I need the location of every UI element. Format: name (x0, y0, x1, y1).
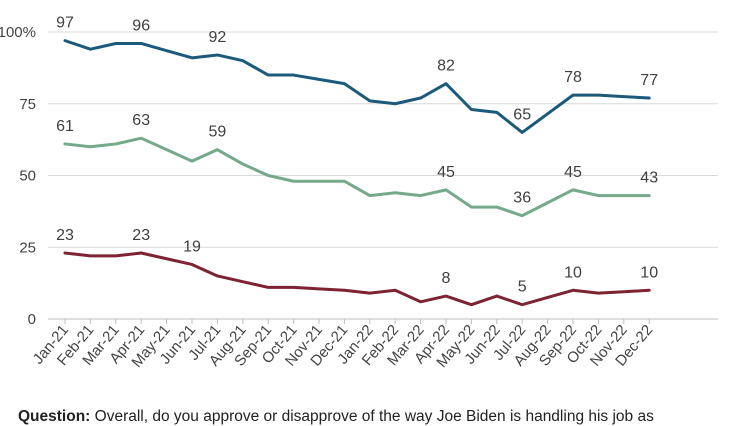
data-label: 61 (56, 118, 74, 135)
data-label: 43 (640, 170, 658, 187)
data-label: 36 (513, 190, 531, 207)
y-tick-label: 100% (0, 24, 36, 41)
question-label: Question: (18, 408, 91, 425)
data-label: 8 (442, 270, 451, 287)
y-tick-label: 25 (19, 239, 36, 256)
gridlines (48, 31, 718, 320)
data-label: 65 (513, 106, 531, 123)
series-line-1 (63, 39, 651, 134)
series-line-2 (63, 136, 651, 218)
y-tick-label: 50 (19, 168, 36, 185)
data-label: 63 (132, 112, 150, 129)
data-label: 59 (209, 124, 227, 141)
question-text: Overall, do you approve or disapprove of… (90, 408, 654, 425)
data-label: 96 (132, 17, 150, 34)
series-layer (63, 39, 651, 307)
data-label: 19 (183, 238, 201, 255)
data-label: 23 (132, 227, 150, 244)
line-chart: 100% 75 50 25 0 Jan-21Feb-21Mar-21Apr-21May-… (0, 15, 718, 371)
data-label: 23 (56, 227, 74, 244)
data-label: 10 (564, 264, 582, 281)
data-labels: 97 96 92 82 65 78 77 61 63 59 45 36 45 43 23 23 19 8 5 10 10 (56, 15, 658, 296)
data-label: 5 (518, 279, 527, 296)
y-tick-label: 75 (19, 96, 36, 113)
data-label: 77 (640, 72, 658, 89)
x-axis: Jan-21Feb-21Mar-21Apr-21May-21Jun-21Jul-… (30, 319, 656, 371)
data-label: 45 (564, 164, 582, 181)
data-label: 97 (56, 15, 74, 32)
series-line-3 (63, 251, 651, 307)
data-label: 10 (640, 264, 658, 281)
y-tick-label: 0 (28, 311, 36, 328)
data-label: 92 (209, 29, 227, 46)
question-caption: Question: Overall, do you approve or dis… (18, 408, 743, 426)
data-label: 78 (564, 69, 582, 86)
data-label: 45 (437, 164, 455, 181)
data-label: 82 (437, 58, 455, 75)
y-axis: 100% 75 50 25 0 (0, 24, 36, 328)
